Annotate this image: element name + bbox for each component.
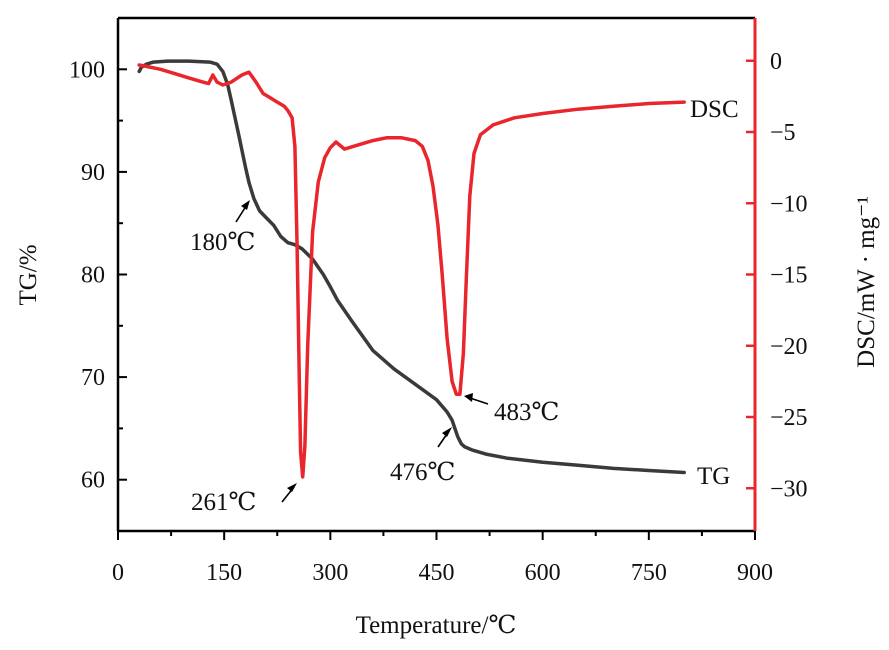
y-tick-label: 100 <box>69 57 105 83</box>
annotation-261-arrowhead <box>287 483 297 492</box>
annotation-476-label: 476℃ <box>390 459 455 486</box>
series-dsc-line <box>137 63 686 479</box>
x-tick-label: 0 <box>112 560 124 586</box>
y-tick-label: 60 <box>81 468 105 494</box>
annotation-483: 483℃ <box>464 393 559 426</box>
y-tick-label: 80 <box>81 263 105 289</box>
axis-ticks: 0 150 300 450 600 750 900 60 70 80 90 100 0 −5 −10 −15 −… <box>69 17 808 586</box>
series-label-tg: TG <box>697 463 730 490</box>
data-series <box>137 59 686 479</box>
y-tick-label: 90 <box>81 160 105 186</box>
y2-tick-label: −30 <box>770 476 808 502</box>
annotation-180-arrowhead <box>241 200 250 210</box>
series-tg-line <box>137 59 686 475</box>
x-tick-label: 300 <box>312 560 348 586</box>
y2-axis-title: DSC/mW · mg⁻¹ <box>853 196 880 368</box>
x-tick-label: 750 <box>631 560 667 586</box>
annotation-483-label: 483℃ <box>494 399 559 426</box>
y2-tick-label: −20 <box>770 334 808 360</box>
annotation-483-arrow <box>469 397 489 405</box>
annotation-180: 180℃ <box>190 200 255 256</box>
x-tick-label: 150 <box>206 560 242 586</box>
y-tick-label: 70 <box>81 365 105 391</box>
y2-tick-label: −10 <box>770 191 808 217</box>
y2-tick-label: 0 <box>770 49 782 75</box>
annotation-476: 476℃ <box>390 427 455 486</box>
annotation-261: 261℃ <box>191 483 297 516</box>
series-label-dsc: DSC <box>690 96 739 123</box>
y-axis-title: TG/% <box>15 244 42 305</box>
x-tick-label: 600 <box>525 560 561 586</box>
y2-tick-label: −15 <box>770 263 808 289</box>
x-axis-title: Temperature/℃ <box>356 612 517 639</box>
annotation-261-label: 261℃ <box>191 489 256 516</box>
annotation-476-arrowhead <box>442 427 452 437</box>
annotation-483-arrowhead <box>464 393 473 402</box>
y2-tick-label: −25 <box>770 405 808 431</box>
annotation-180-label: 180℃ <box>190 229 255 256</box>
x-tick-label: 900 <box>737 560 773 586</box>
x-tick-label: 450 <box>419 560 455 586</box>
y2-tick-label: −5 <box>770 120 796 146</box>
